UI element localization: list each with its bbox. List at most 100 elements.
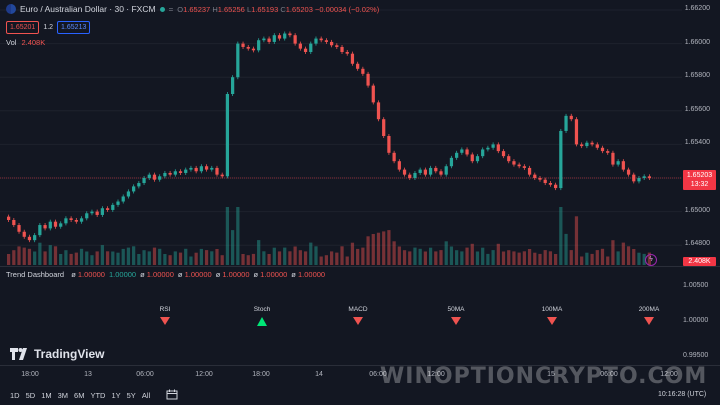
candle <box>90 211 94 214</box>
trend-dashboard-legend[interactable]: Trend Dashboard ø 1.00000 1.00000 ø 1.0000… <box>6 270 329 279</box>
lightning-icon[interactable]: ϟ <box>645 254 657 266</box>
candle <box>262 38 266 41</box>
volume-bar <box>309 242 313 265</box>
volume-bar <box>449 246 454 265</box>
volume-bar <box>12 250 16 265</box>
volume-bar <box>74 252 78 265</box>
volume-bar <box>574 216 579 265</box>
candle <box>231 77 235 94</box>
volume-bar <box>434 251 438 265</box>
candle <box>210 167 214 170</box>
candle <box>251 48 256 51</box>
range-button-1d[interactable]: 1D <box>10 391 20 400</box>
candle <box>293 35 297 44</box>
volume-bar <box>585 252 589 265</box>
candle <box>501 151 506 157</box>
range-button-6m[interactable]: 6M <box>74 391 85 400</box>
candle <box>189 167 193 170</box>
candle <box>507 156 511 162</box>
volume-bar <box>215 249 219 265</box>
candle <box>637 178 641 182</box>
trend-dashboard-value: 1.00000 <box>108 270 137 279</box>
volume-bar <box>632 249 636 265</box>
volume-bar <box>397 246 401 265</box>
volume-bar <box>204 250 209 265</box>
candle <box>527 167 532 175</box>
trend-dashboard-name: Trend Dashboard <box>6 270 65 279</box>
signal-label-macd: MACD <box>348 306 368 313</box>
volume-bar <box>554 254 558 265</box>
symbol-title[interactable]: Euro / Australian Dollar · 30 · FXCM <box>20 4 156 14</box>
volume-bar <box>105 251 110 265</box>
pane-divider[interactable] <box>0 266 720 267</box>
null-symbol: ø <box>291 270 298 279</box>
volume-bar <box>350 242 355 265</box>
volume-bar <box>111 251 115 265</box>
candle <box>12 220 16 226</box>
candle <box>121 196 125 202</box>
volume-bar <box>293 246 297 265</box>
candle <box>105 208 110 210</box>
volume-bar <box>100 245 104 265</box>
tradingview-logo[interactable]: TradingView <box>10 347 104 361</box>
candle <box>22 231 26 237</box>
candle <box>387 136 391 153</box>
volume-bar <box>606 256 610 265</box>
volume-bar <box>626 246 631 265</box>
volume-bar <box>637 252 641 265</box>
volume-bar <box>491 250 495 265</box>
trend-dashboard-value: 1.00000 <box>146 270 174 279</box>
time-axis-label: 12:00 <box>427 371 445 378</box>
calendar-icon[interactable] <box>166 389 178 400</box>
candle <box>533 174 537 178</box>
candle <box>335 45 339 47</box>
candle <box>184 169 188 173</box>
volume-bar <box>6 254 11 265</box>
candle <box>647 176 652 178</box>
candle <box>418 169 422 173</box>
candle <box>272 35 276 42</box>
volume-bar <box>158 248 162 265</box>
candle <box>439 171 443 175</box>
spread-value: 1.2 <box>43 24 54 31</box>
range-button-ytd[interactable]: YTD <box>90 391 106 400</box>
candle <box>329 41 334 46</box>
volume-bar <box>48 245 52 265</box>
buy-button[interactable]: 1.65213 <box>57 21 91 34</box>
candle <box>548 183 553 185</box>
range-button-all[interactable]: All <box>141 391 151 400</box>
volume-bar <box>319 256 323 265</box>
volume-bar <box>402 250 407 265</box>
up-triangle-icon <box>257 317 267 328</box>
time-axis-label: 18:00 <box>21 371 39 378</box>
range-button-5y[interactable]: 5Y <box>126 391 136 400</box>
eye-icon[interactable]: = <box>168 4 174 14</box>
volume-bar <box>53 246 58 265</box>
volume-bar <box>163 254 167 265</box>
volume-bar <box>428 247 433 265</box>
clock[interactable]: 10:16:28 (UTC) <box>658 391 707 398</box>
null-symbol: ø <box>177 270 185 279</box>
range-button-1m[interactable]: 1M <box>41 391 52 400</box>
volume-bar <box>611 240 615 265</box>
candle <box>408 174 412 178</box>
candle <box>356 63 360 69</box>
volume-legend[interactable]: Vol 2.408K <box>6 38 45 47</box>
trend-dashboard-value: 1.00000 <box>222 270 250 279</box>
tradingview-logo-icon <box>10 348 27 360</box>
price-axis-label: 1.66200 <box>684 5 710 12</box>
volume-bar <box>538 253 542 265</box>
sell-button[interactable]: 1.65201 <box>6 21 40 34</box>
range-button-1y[interactable]: 1Y <box>111 391 121 400</box>
range-button-3m[interactable]: 3M <box>57 391 69 400</box>
volume-bar <box>590 253 594 265</box>
volume-bar <box>137 254 141 265</box>
volume-bar <box>486 253 490 265</box>
candle <box>350 53 355 64</box>
volume-bar <box>168 255 172 265</box>
candle <box>554 184 558 189</box>
candle <box>241 43 245 47</box>
range-button-5d[interactable]: 5D <box>25 391 36 400</box>
candle <box>491 144 495 148</box>
